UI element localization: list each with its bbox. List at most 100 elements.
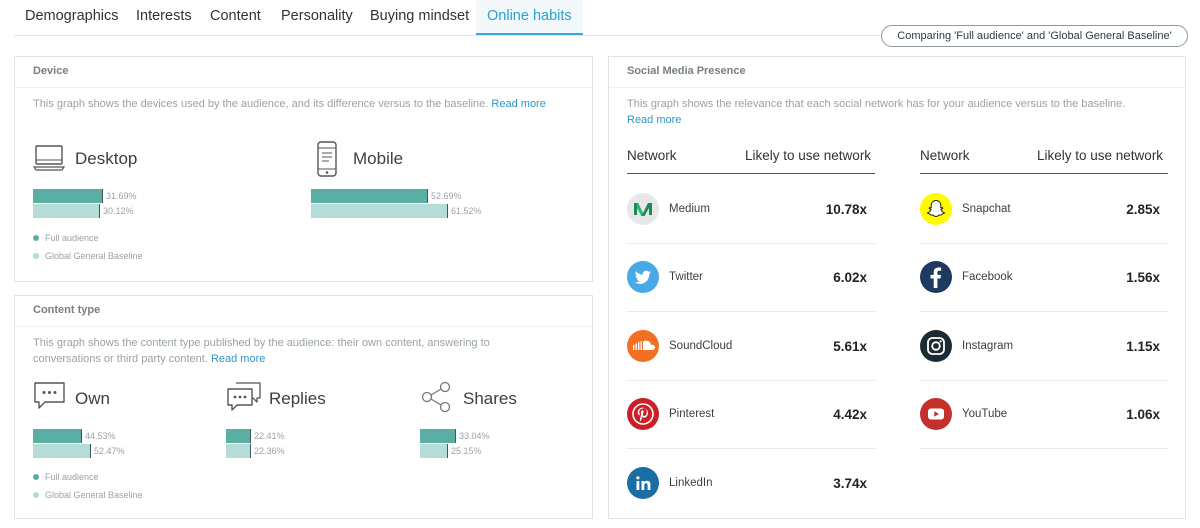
- divider: [15, 326, 592, 327]
- replies-label: Replies: [269, 389, 326, 408]
- shares-baseline-bar: [420, 444, 448, 458]
- tab-personality[interactable]: Personality: [281, 8, 353, 24]
- network-value: 6.02x: [833, 270, 867, 285]
- own-full-bar: [33, 429, 82, 443]
- linkedin-icon: [627, 467, 659, 499]
- soundcloud-icon: [627, 330, 659, 362]
- legend-full-label: Full audience: [45, 472, 99, 482]
- tab-divider: [14, 35, 1186, 36]
- row-divider: [627, 311, 875, 312]
- device-panel: Device This graph shows the devices used…: [14, 56, 593, 282]
- medium-icon: [627, 193, 659, 225]
- divider: [15, 87, 592, 88]
- speech-bubble-icon: [34, 382, 65, 409]
- instagram-icon: [920, 330, 952, 362]
- network-value: 1.06x: [1126, 407, 1160, 422]
- legend-baseline-label: Global General Baseline: [45, 490, 143, 500]
- content-type-title: Content type: [33, 304, 101, 316]
- desktop-icon: [33, 145, 66, 171]
- network-name: Twitter: [669, 271, 703, 283]
- network-value: 1.15x: [1126, 339, 1160, 354]
- snapchat-icon: [920, 193, 952, 225]
- network-value: 1.56x: [1126, 270, 1160, 285]
- double-speech-bubble-icon: [227, 382, 261, 411]
- mobile-full-value: 52.69%: [431, 191, 462, 201]
- twitter-icon: [627, 261, 659, 293]
- network-value: 3.74x: [833, 476, 867, 491]
- device-title: Device: [33, 65, 69, 77]
- network-value: 5.61x: [833, 339, 867, 354]
- device-description: This graph shows the devices used by the…: [33, 96, 573, 112]
- legend-baseline: Global General Baseline: [33, 251, 143, 261]
- legend-full: Full audience: [33, 472, 99, 482]
- read-more-link[interactable]: Read more: [491, 98, 546, 110]
- row-divider: [920, 448, 1168, 449]
- network-name: Pinterest: [669, 408, 715, 420]
- column-network-right: Network: [920, 148, 970, 163]
- own-baseline-value: 52.47%: [94, 446, 125, 456]
- network-name: Facebook: [962, 271, 1013, 283]
- content-type-description: This graph shows the content type publis…: [33, 335, 553, 367]
- share-icon: [421, 381, 451, 413]
- youtube-icon: [920, 398, 952, 430]
- desktop-baseline-bar: [33, 204, 100, 218]
- own-label: Own: [75, 389, 110, 408]
- desktop-full-bar: [33, 189, 103, 203]
- tab-interests[interactable]: Interests: [136, 8, 192, 24]
- description-text: This graph shows the content type publis…: [33, 337, 490, 365]
- row-divider: [920, 243, 1168, 244]
- legend-baseline-label: Global General Baseline: [45, 251, 143, 261]
- replies-full-value: 22.41%: [254, 431, 285, 441]
- mobile-baseline-bar: [311, 204, 448, 218]
- social-media-panel: Social Media Presence This graph shows t…: [608, 56, 1186, 519]
- row-divider: [627, 448, 875, 449]
- network-name: YouTube: [962, 408, 1008, 420]
- network-name: Medium: [669, 203, 710, 215]
- read-more-link[interactable]: Read more: [210, 353, 266, 365]
- shares-full-value: 33.04%: [459, 431, 490, 441]
- own-full-value: 44.53%: [85, 431, 116, 441]
- network-name: SoundCloud: [669, 340, 733, 352]
- legend-full: Full audience: [33, 233, 99, 243]
- network-value: 2.85x: [1126, 202, 1160, 217]
- content-type-panel: Content type This graph shows the conten…: [14, 295, 593, 519]
- divider: [609, 87, 1185, 88]
- facebook-icon: [920, 261, 952, 293]
- tab-buying-mindset[interactable]: Buying mindset: [370, 8, 470, 24]
- tab-online-habits[interactable]: Online habits: [476, 0, 583, 36]
- mobile-full-bar: [311, 189, 428, 203]
- pinterest-icon: [627, 398, 659, 430]
- desktop-full-value: 31.69%: [106, 191, 137, 201]
- column-likely-right: Likely to use network: [1037, 148, 1164, 163]
- row-divider: [920, 380, 1168, 381]
- header-underline: [920, 173, 1168, 174]
- legend-baseline: Global General Baseline: [33, 490, 143, 500]
- comparison-badge[interactable]: Comparing 'Full audience' and 'Global Ge…: [881, 25, 1188, 47]
- social-description: This graph shows the relevance that each…: [627, 96, 1137, 128]
- column-likely-left: Likely to use network: [745, 148, 872, 163]
- network-name: Snapchat: [962, 203, 1011, 215]
- social-title: Social Media Presence: [627, 65, 746, 77]
- description-text: This graph shows the relevance that each…: [627, 98, 1126, 110]
- network-value: 4.42x: [833, 407, 867, 422]
- read-more-link[interactable]: Read more: [627, 114, 682, 126]
- shares-baseline-value: 25.15%: [451, 446, 482, 456]
- replies-baseline-bar: [226, 444, 251, 458]
- tab-demographics[interactable]: Demographics: [25, 8, 119, 24]
- shares-full-bar: [420, 429, 456, 443]
- mobile-label: Mobile: [353, 149, 404, 168]
- row-divider: [627, 243, 875, 244]
- mobile-baseline-value: 61.52%: [451, 206, 482, 216]
- row-divider: [920, 311, 1168, 312]
- legend-full-label: Full audience: [45, 233, 99, 243]
- tab-bar: Demographics Interests Content Personali…: [0, 0, 1200, 36]
- header-underline: [627, 173, 875, 174]
- mobile-icon: [317, 141, 337, 177]
- column-network-left: Network: [627, 148, 677, 163]
- desktop-baseline-value: 30.12%: [103, 206, 134, 216]
- shares-label: Shares: [463, 389, 517, 408]
- replies-full-bar: [226, 429, 251, 443]
- own-baseline-bar: [33, 444, 91, 458]
- description-text: This graph shows the devices used by the…: [33, 98, 489, 110]
- tab-content[interactable]: Content: [210, 8, 261, 24]
